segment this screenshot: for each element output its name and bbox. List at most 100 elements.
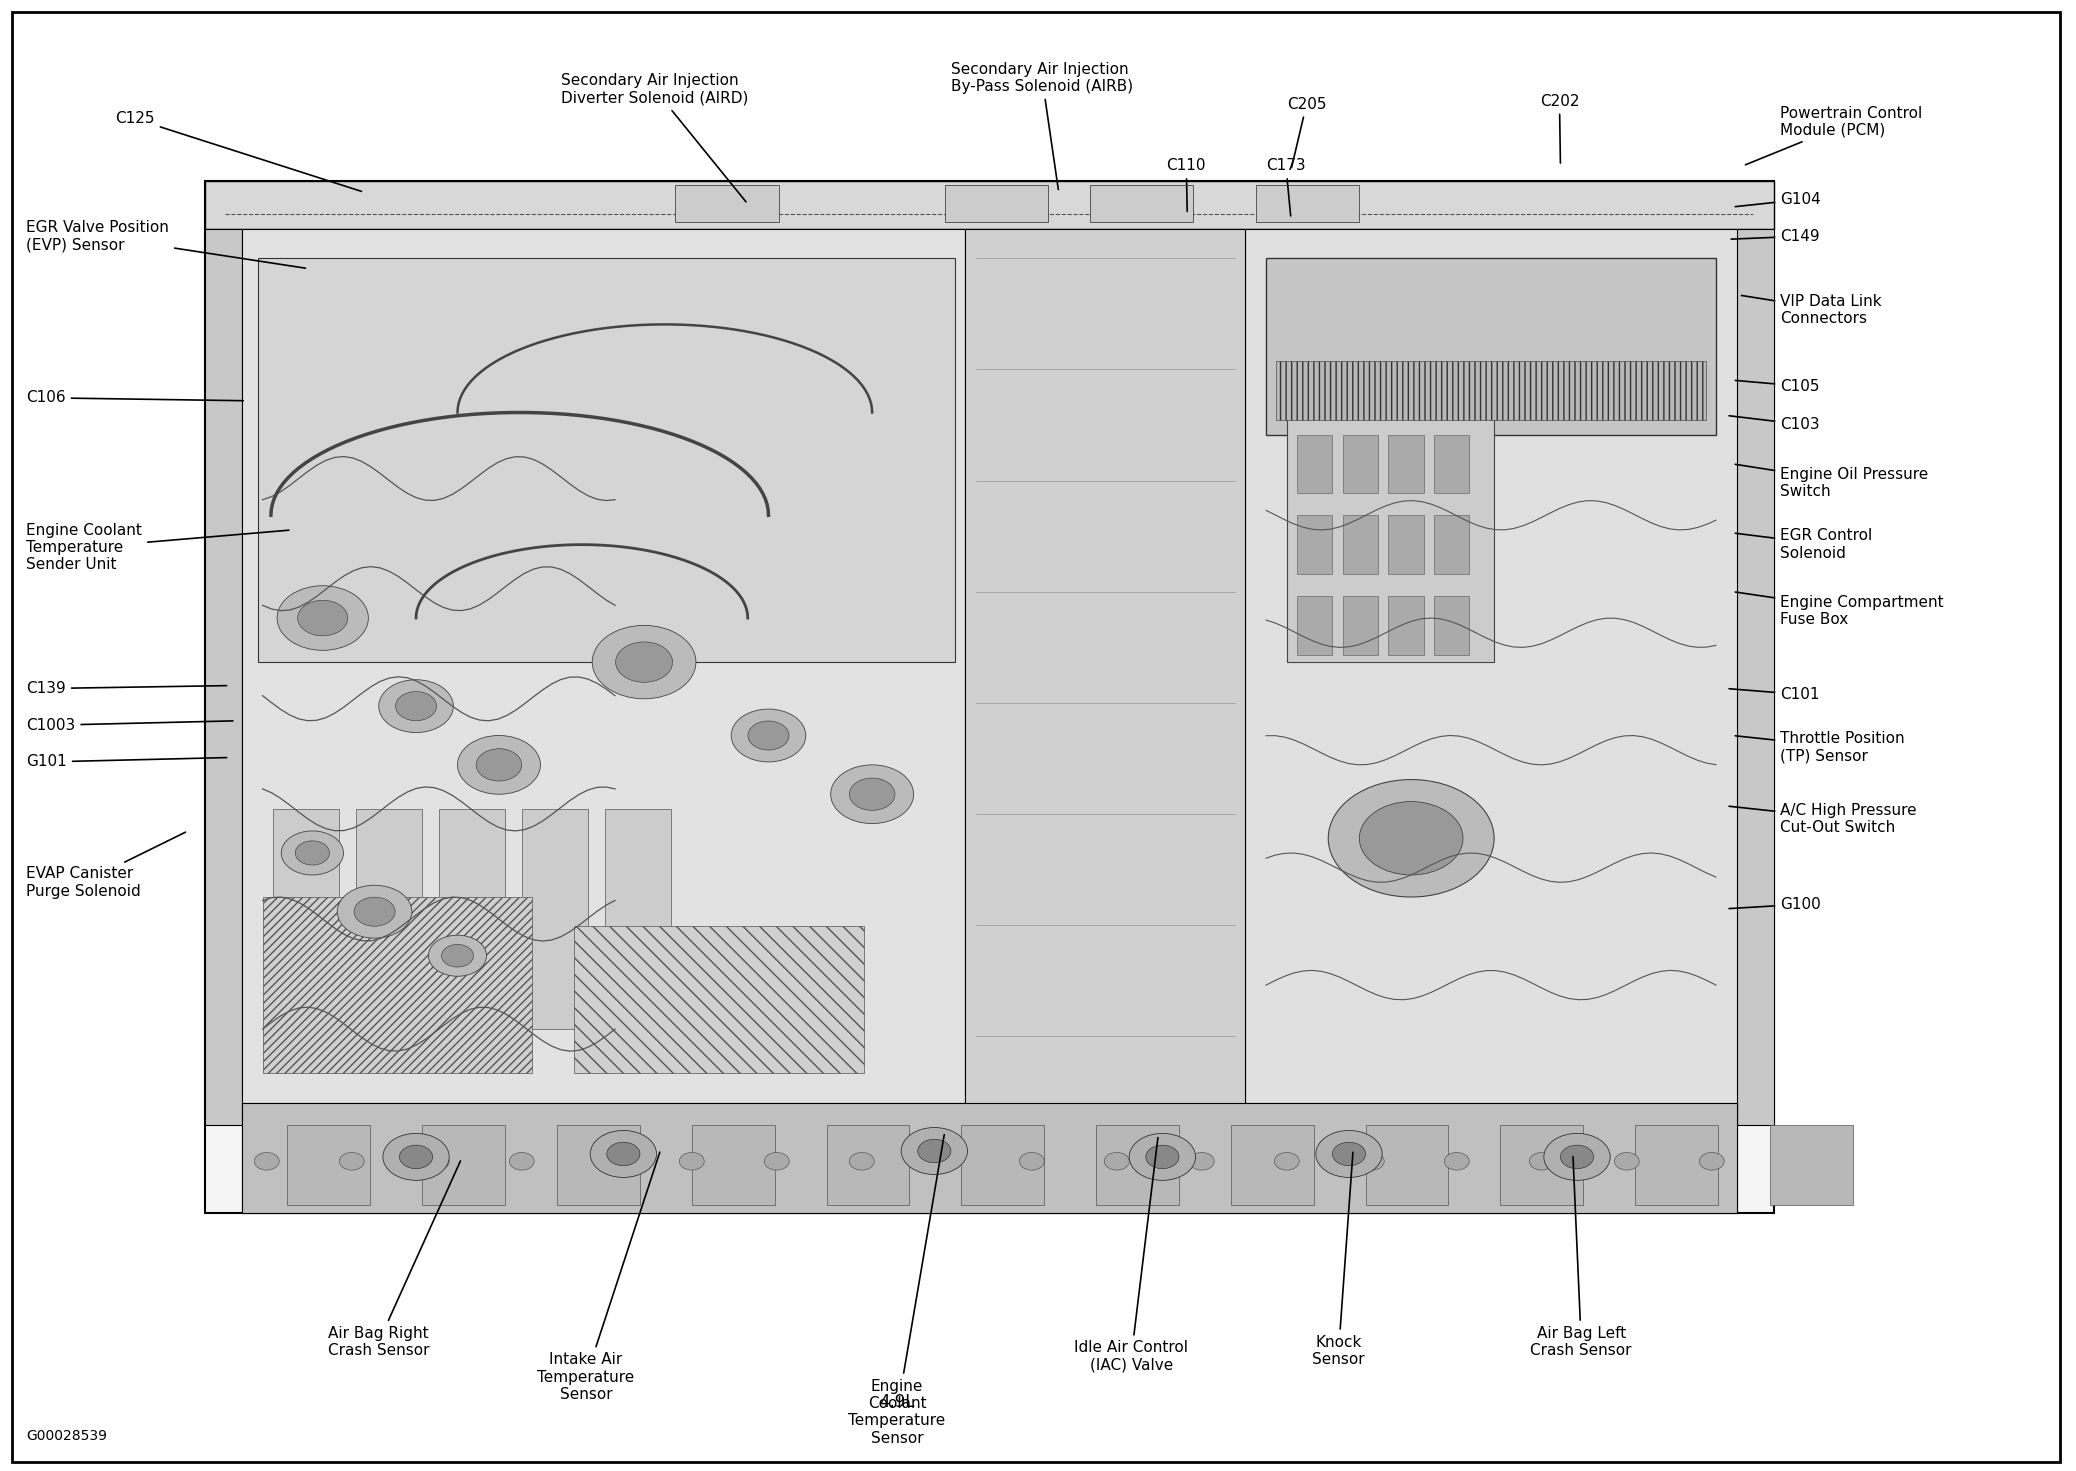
Circle shape: [295, 841, 330, 865]
Bar: [1435, 515, 1470, 574]
Bar: [1389, 515, 1424, 574]
Text: Secondary Air Injection
By-Pass Solenoid (AIRB): Secondary Air Injection By-Pass Solenoid…: [951, 62, 1133, 190]
Bar: [1501, 1124, 1584, 1205]
Text: C106: C106: [27, 390, 243, 406]
Bar: [206, 181, 1775, 229]
Circle shape: [1530, 1152, 1555, 1169]
Circle shape: [679, 1152, 704, 1169]
Circle shape: [1360, 802, 1464, 875]
Text: C139: C139: [27, 681, 226, 696]
Text: Engine Oil Pressure
Switch: Engine Oil Pressure Switch: [1736, 465, 1929, 499]
Text: C101: C101: [1729, 687, 1821, 702]
Text: G00028539: G00028539: [27, 1430, 108, 1443]
Text: EGR Valve Position
(EVP) Sensor: EGR Valve Position (EVP) Sensor: [27, 221, 305, 268]
Bar: [573, 927, 864, 1074]
Bar: [521, 809, 588, 1030]
Bar: [243, 1103, 1738, 1212]
Circle shape: [399, 1144, 432, 1168]
Text: Air Bag Right
Crash Sensor: Air Bag Right Crash Sensor: [328, 1161, 461, 1358]
Circle shape: [1316, 1130, 1383, 1177]
Circle shape: [382, 1133, 448, 1180]
Circle shape: [592, 625, 695, 699]
Circle shape: [336, 886, 411, 938]
Text: A/C High Pressure
Cut-Out Switch: A/C High Pressure Cut-Out Switch: [1729, 803, 1916, 836]
Text: C125: C125: [116, 112, 361, 191]
Circle shape: [297, 600, 349, 635]
Text: Secondary Air Injection
Diverter Solenoid (AIRD): Secondary Air Injection Diverter Solenoi…: [561, 74, 749, 202]
Bar: [1636, 1124, 1719, 1205]
Circle shape: [1360, 1152, 1385, 1169]
Circle shape: [378, 680, 453, 733]
Bar: [826, 1124, 909, 1205]
Text: C173: C173: [1266, 159, 1306, 216]
Text: C202: C202: [1540, 94, 1580, 163]
Text: Air Bag Left
Crash Sensor: Air Bag Left Crash Sensor: [1530, 1156, 1632, 1358]
Circle shape: [397, 691, 436, 721]
Text: Engine
Coolant
Temperature
Sensor: Engine Coolant Temperature Sensor: [849, 1134, 947, 1446]
Text: C105: C105: [1736, 378, 1821, 394]
Circle shape: [731, 709, 805, 762]
Bar: [1343, 434, 1378, 493]
Circle shape: [1333, 1141, 1366, 1165]
Bar: [1343, 515, 1378, 574]
Text: G101: G101: [27, 755, 226, 769]
Circle shape: [509, 1152, 534, 1169]
Bar: [1389, 434, 1424, 493]
Text: EVAP Canister
Purge Solenoid: EVAP Canister Purge Solenoid: [27, 833, 185, 899]
Bar: [556, 1124, 639, 1205]
Circle shape: [280, 831, 343, 875]
Bar: [243, 229, 965, 1103]
Bar: [1389, 596, 1424, 655]
Text: Powertrain Control
Module (PCM): Powertrain Control Module (PCM): [1746, 106, 1922, 165]
Circle shape: [617, 641, 673, 683]
Bar: [243, 1103, 1738, 1212]
Bar: [206, 181, 1775, 1212]
Bar: [1738, 229, 1775, 1124]
Bar: [1277, 360, 1706, 419]
Circle shape: [1146, 1144, 1179, 1168]
Bar: [961, 1124, 1044, 1205]
Bar: [1246, 229, 1738, 1103]
Circle shape: [255, 1152, 278, 1169]
Text: C1003: C1003: [27, 718, 233, 733]
Bar: [675, 185, 778, 222]
Text: G104: G104: [1736, 193, 1821, 207]
Circle shape: [442, 944, 473, 966]
Bar: [1435, 596, 1470, 655]
Circle shape: [475, 749, 521, 781]
Bar: [260, 259, 955, 662]
Circle shape: [1275, 1152, 1300, 1169]
Circle shape: [594, 1152, 619, 1169]
Circle shape: [590, 1130, 656, 1177]
Circle shape: [457, 736, 540, 794]
Circle shape: [849, 1152, 874, 1169]
Bar: [206, 229, 243, 1124]
Bar: [1298, 515, 1333, 574]
Bar: [965, 229, 1246, 1124]
Circle shape: [338, 1152, 363, 1169]
Bar: [1266, 259, 1717, 434]
Bar: [438, 809, 504, 1030]
Bar: [1343, 596, 1378, 655]
Bar: [272, 809, 338, 1030]
Bar: [1231, 1124, 1314, 1205]
Circle shape: [1545, 1133, 1611, 1180]
Circle shape: [747, 721, 789, 750]
Text: 4.9L: 4.9L: [880, 1393, 916, 1411]
Text: C149: C149: [1731, 229, 1821, 244]
Text: Engine Compartment
Fuse Box: Engine Compartment Fuse Box: [1736, 591, 1943, 627]
Circle shape: [355, 897, 394, 927]
Text: G100: G100: [1729, 897, 1821, 912]
Circle shape: [901, 1127, 967, 1174]
Bar: [691, 1124, 774, 1205]
Bar: [286, 1124, 370, 1205]
Circle shape: [764, 1152, 789, 1169]
Text: C205: C205: [1287, 97, 1327, 168]
Circle shape: [1561, 1144, 1594, 1168]
Bar: [421, 1124, 504, 1205]
Bar: [1771, 1124, 1852, 1205]
Text: Idle Air Control
(IAC) Valve: Idle Air Control (IAC) Valve: [1073, 1137, 1187, 1372]
Text: Intake Air
Temperature
Sensor: Intake Air Temperature Sensor: [538, 1152, 660, 1402]
Bar: [1298, 434, 1333, 493]
Circle shape: [424, 1152, 448, 1169]
